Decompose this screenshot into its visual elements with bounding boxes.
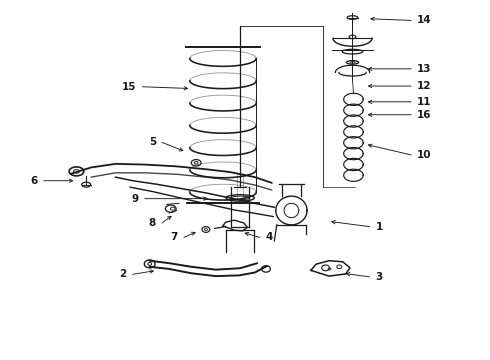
Text: 13: 13 [417,64,432,74]
Text: 4: 4 [266,232,273,242]
Text: 5: 5 [149,138,156,147]
Text: 7: 7 [171,232,178,242]
Text: 8: 8 [149,218,156,228]
Text: 12: 12 [417,81,432,91]
Text: 1: 1 [375,222,383,231]
Text: 16: 16 [417,110,432,120]
Text: 6: 6 [30,176,38,186]
Text: 2: 2 [120,269,127,279]
Text: 10: 10 [417,150,432,160]
Text: 9: 9 [132,194,139,204]
Text: 11: 11 [417,97,432,107]
Text: 3: 3 [375,272,383,282]
Text: 15: 15 [122,82,137,92]
Text: 14: 14 [417,15,432,26]
